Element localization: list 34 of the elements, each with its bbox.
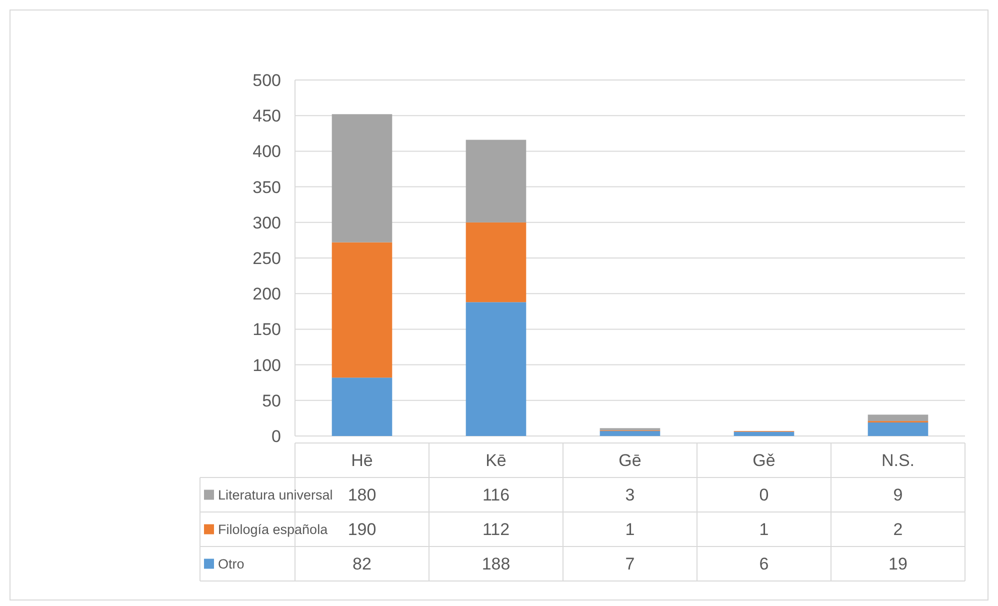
y-tick-label: 100 — [252, 356, 281, 375]
data-label: 190 — [348, 520, 376, 540]
x-tick-label: Gē — [618, 451, 642, 470]
y-tick-label: 500 — [252, 70, 281, 90]
x-tick-label: Hē — [351, 451, 373, 470]
x-tick-label: N.S. — [881, 451, 915, 470]
data-label: 82 — [352, 554, 372, 574]
y-tick-label: 400 — [252, 142, 281, 162]
data-label: 188 — [482, 554, 510, 574]
data-label: 19 — [888, 554, 908, 574]
data-label: 7 — [625, 554, 635, 574]
y-tick-label: 300 — [252, 213, 281, 232]
y-tick-label: 350 — [252, 178, 281, 197]
data-label: 1 — [759, 520, 769, 540]
x-tick-label: Kē — [486, 451, 506, 470]
y-tick-label: 0 — [272, 426, 281, 446]
data-label: 6 — [759, 554, 769, 574]
y-tick-label: 150 — [252, 320, 281, 340]
data-label: 9 — [893, 486, 903, 505]
y-tick-label: 250 — [252, 248, 281, 268]
data-label: 116 — [482, 486, 510, 505]
legend-label: Filología española — [218, 522, 328, 537]
data-label: 112 — [482, 520, 510, 540]
data-label: 1 — [625, 520, 635, 540]
y-tick-label: 450 — [252, 106, 281, 126]
data-label: 0 — [759, 486, 769, 505]
data-label: 3 — [625, 486, 635, 505]
legend-label: Literatura universal — [218, 487, 333, 502]
y-tick-label: 200 — [252, 284, 281, 304]
y-tick-label: 50 — [262, 391, 281, 410]
x-tick-label: Gě — [752, 451, 776, 470]
legend-label: Otro — [218, 556, 244, 572]
data-label: 2 — [893, 520, 903, 540]
data-label: 180 — [348, 486, 376, 505]
